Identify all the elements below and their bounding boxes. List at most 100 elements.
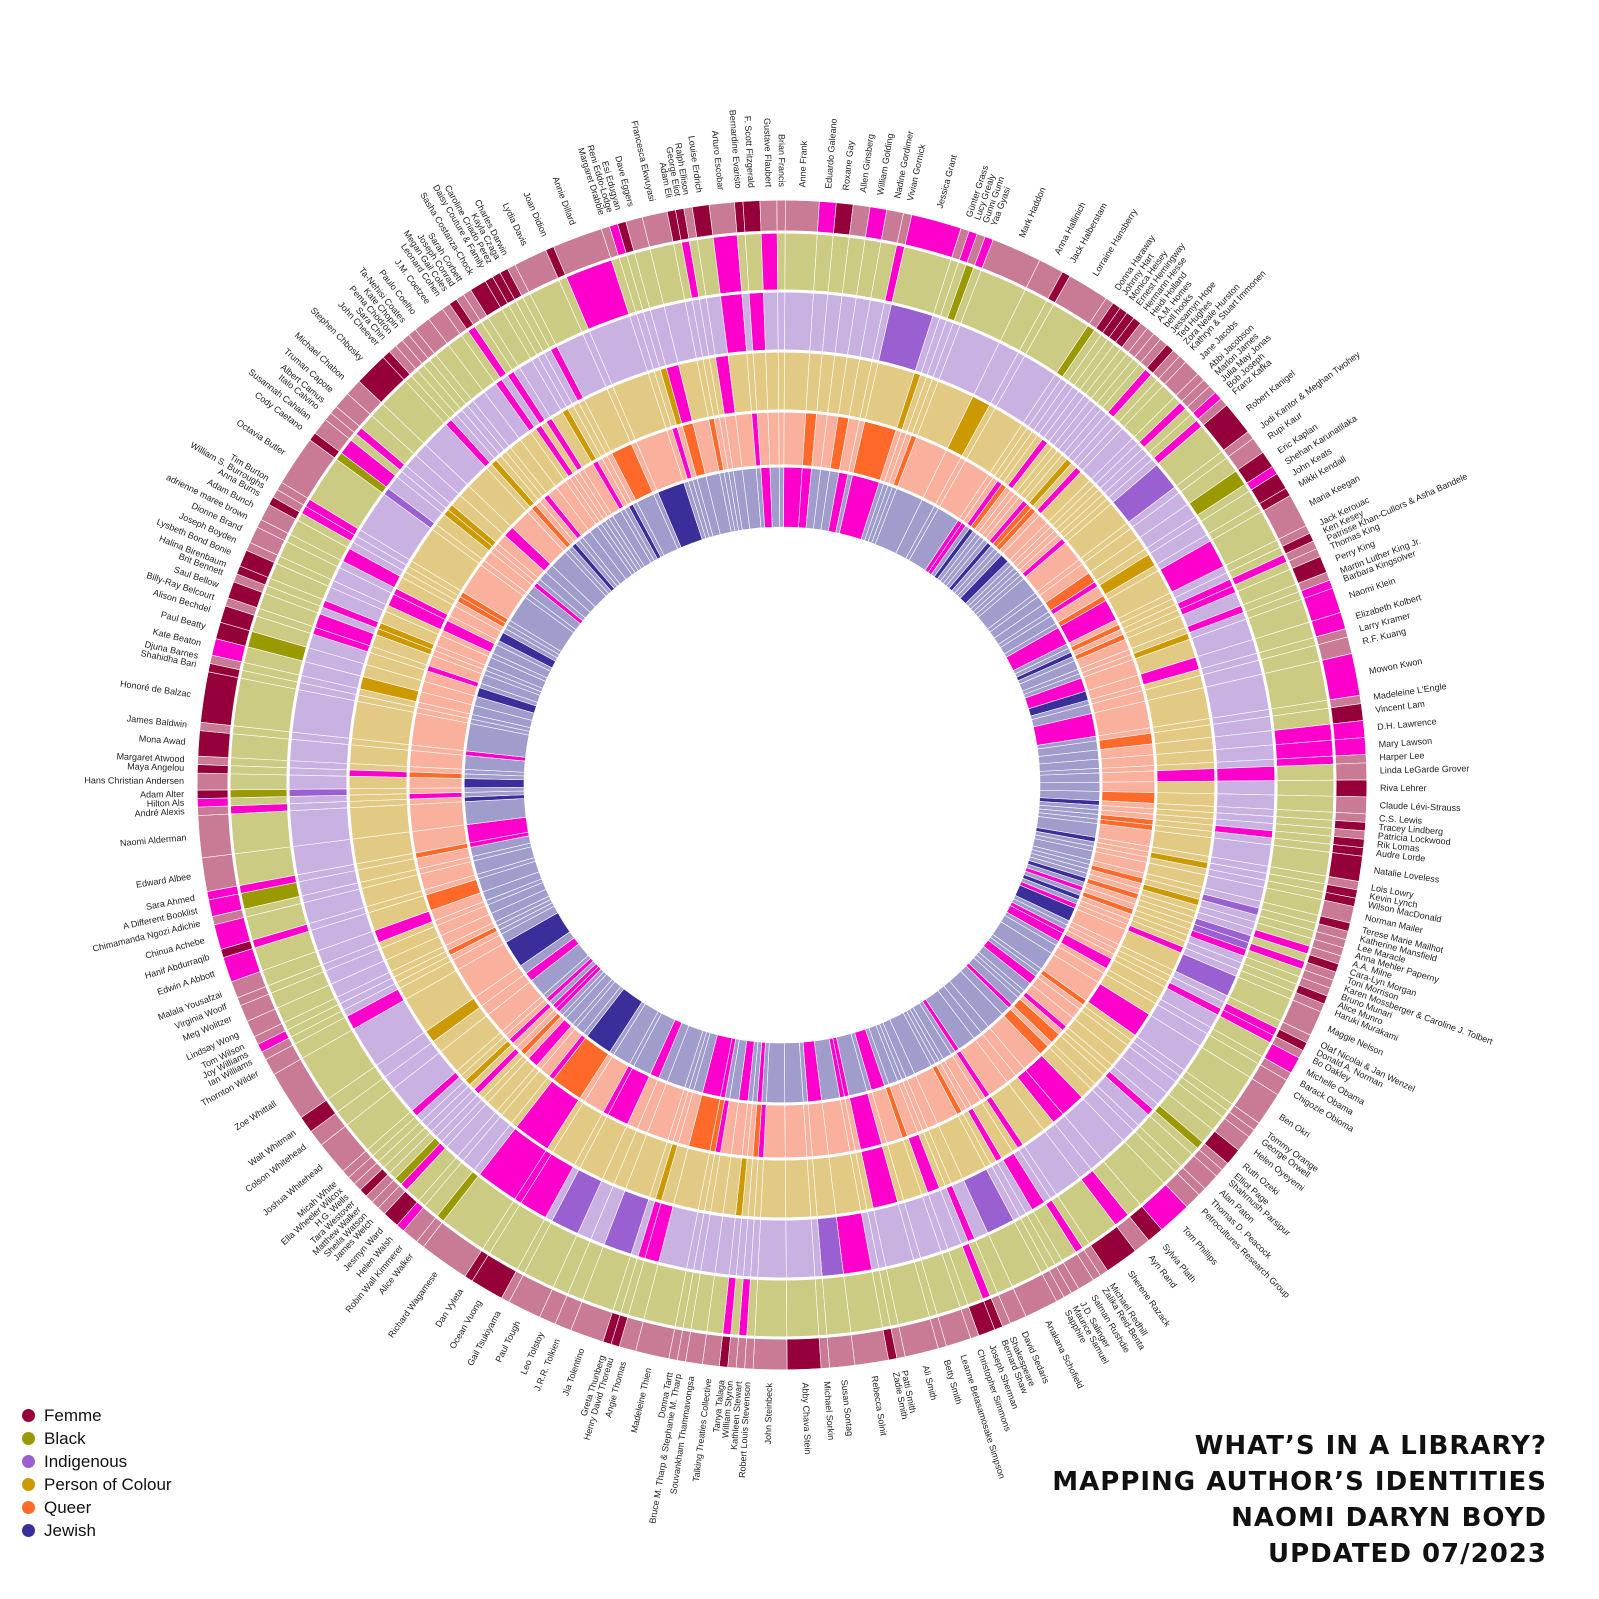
legend-swatch (22, 1524, 35, 1537)
author-label: Susan Sontag (839, 1379, 855, 1436)
legend-swatch (22, 1478, 35, 1491)
author-label: Paul Beatty (160, 609, 208, 631)
author-label: Honoré de Balzac (119, 679, 192, 700)
author-label: Michael Sorkin (822, 1381, 836, 1441)
ring-segment-black (1276, 763, 1335, 781)
ring-segment-person-of-colour (348, 787, 408, 796)
author-label: Mary Lawson (1378, 736, 1432, 750)
legend-swatch (22, 1409, 35, 1422)
ring-segment-black (1276, 779, 1335, 797)
author-label: Brian Francis (777, 134, 787, 188)
ring-segment-femme (196, 797, 233, 808)
author-label: Gustave Flaubert (762, 118, 774, 188)
author-label: Ben Okri (1277, 1112, 1312, 1140)
legend-swatch (22, 1501, 35, 1514)
author-label: Hilton Als (147, 798, 185, 809)
ring-segment-black (786, 1278, 820, 1338)
ring-segment-queer (784, 1103, 808, 1159)
ring-segment-indigenous (288, 788, 348, 797)
author-label: Natalie Loveless (1373, 865, 1440, 884)
author-label: Tracey Lindberg (1378, 822, 1443, 837)
legend-swatch (22, 1432, 35, 1445)
author-label: Jia Tolentino (560, 1347, 586, 1397)
ring-segment-femme (742, 200, 762, 237)
ring-segment-black (230, 810, 292, 855)
author-label: Hans Christian Andersen (84, 775, 184, 786)
author-label: Abby Chava Stein (800, 1382, 813, 1454)
ring-segment-femme (196, 772, 233, 791)
ring-segment-person-of-colour (765, 351, 780, 411)
author-label: Harper Lee (1379, 750, 1424, 762)
ring-segment-queer (763, 1104, 786, 1159)
legend-label: Queer (44, 1497, 92, 1517)
ring-segment-black (229, 789, 288, 799)
ring-segment-person-of-colour (1156, 768, 1216, 783)
legend-label: Person of Colour (44, 1474, 172, 1494)
ring-segment-indigenous (763, 291, 779, 351)
legend-item-queer: Queer (22, 1496, 172, 1519)
author-label: Rik Lomas (1377, 839, 1421, 853)
ring-segment-indigenous (288, 774, 348, 790)
chart-title: WHAT’S IN A LIBRARY? (1194, 1431, 1547, 1461)
author-label: James Baldwin (126, 713, 187, 729)
author-label: Madeleine Thien (629, 1367, 653, 1434)
chart-author: NAOMI DARYN BOYD (1231, 1503, 1547, 1533)
author-label: Maya Angelou (127, 761, 184, 773)
author-label: Tom Phillips (1180, 1224, 1220, 1267)
author-label: Ali Smith (921, 1364, 939, 1401)
author-label: Mona Awad (138, 733, 185, 746)
ring-segment-indigenous (785, 1218, 816, 1279)
author-label: Mowon Kwon (1368, 656, 1423, 676)
ring-segment-queer (778, 411, 785, 466)
ring-segment-queer (767, 411, 780, 466)
legend-item-black: Black (22, 1427, 172, 1450)
author-label: Jessica Grant (935, 153, 959, 209)
ring-segment-indigenous (289, 807, 351, 847)
ring-segment-person-of-colour (783, 351, 811, 412)
ring-segment-femme (196, 789, 233, 799)
chart-updated-date: UPDATED 07/2023 (1267, 1539, 1547, 1569)
ring-segment-queer (1101, 770, 1156, 783)
author-label: Anne Frank (797, 140, 809, 187)
author-label: Naomi Alderman (120, 832, 187, 848)
ring-segment-femme (1331, 762, 1368, 781)
author-label: André Alexis (134, 806, 185, 818)
author-label: Riva Lehrer (1380, 783, 1427, 793)
author-label: William Golding (875, 133, 895, 196)
author-label: Arturo Escobar (710, 130, 726, 191)
author-label: Eduardo Galeano (823, 118, 839, 189)
ring-segment-indigenous (784, 291, 814, 352)
ring-separator (461, 464, 1103, 1106)
ring-segment-queer (1101, 781, 1156, 793)
legend-swatch (22, 1455, 35, 1468)
author-label: Vincent Lam (1375, 699, 1426, 715)
author-label: Allen Ginsberg (858, 133, 876, 193)
legend-item-femme: Femme (22, 1404, 172, 1427)
ring-segment-femme (196, 764, 233, 775)
ring-segment-femme (1331, 795, 1368, 815)
author-label: Betty Smith (942, 1359, 964, 1406)
author-label: Talking Treaties Collective (691, 1378, 714, 1482)
legend: Femme Black Indigenous Person of Colour … (22, 1404, 172, 1542)
ring-segment-femme (197, 805, 234, 816)
ring-segment-indigenous (1216, 766, 1276, 782)
ring-segment-black (776, 232, 786, 291)
ring-segment-queer (783, 411, 807, 466)
author-label: Edward Albee (135, 871, 191, 889)
ring-segment-femme (1330, 754, 1367, 765)
legend-item-indigenous: Indigenous (22, 1450, 172, 1473)
author-label: Joan Didion (521, 190, 549, 238)
author-label: Zoe Whittall (233, 1099, 279, 1133)
legend-label: Jewish (44, 1520, 96, 1540)
author-label: Lydia Davis (501, 201, 530, 247)
author-label: Claude Lévi-Strauss (1379, 800, 1461, 813)
legend-item-person-of-colour: Person of Colour (22, 1473, 172, 1496)
ring-separator (194, 197, 1370, 1373)
legend-label: Black (44, 1428, 86, 1448)
ring-segment-person-of-colour (777, 351, 785, 411)
ring-segment-femme (752, 1334, 788, 1371)
ring-segment-jewish (463, 778, 525, 789)
ring-segment-queer (408, 787, 463, 794)
ring-separator (406, 409, 1158, 1161)
